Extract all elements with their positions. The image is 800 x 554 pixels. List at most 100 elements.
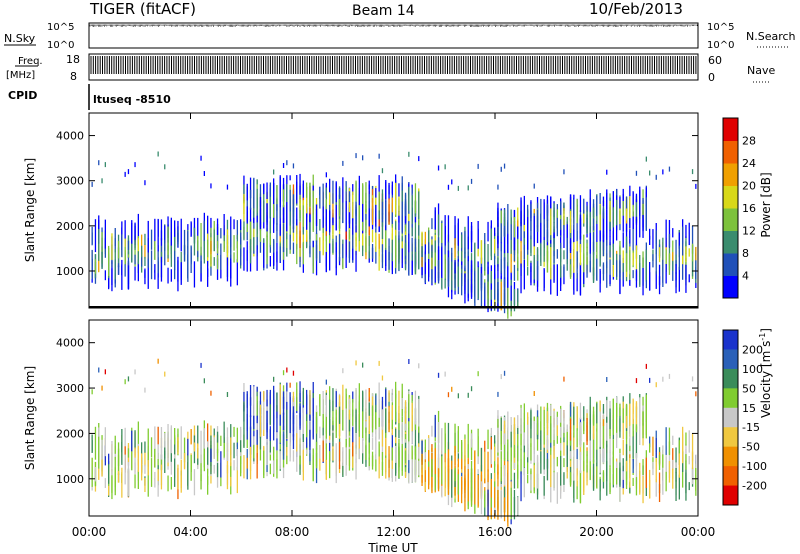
velocity-cell — [160, 464, 163, 490]
power-cell — [520, 200, 522, 227]
velocity-cell — [454, 423, 456, 456]
velocity-colorbar-segment — [723, 485, 738, 506]
velocity-cell — [602, 418, 605, 449]
velocity-cell — [187, 453, 189, 486]
velocity-panel: 1000 2000 3000 4000 Slant Range [km] 200 100… — [23, 319, 773, 527]
velocity-cell — [127, 473, 130, 497]
velocity-cell — [183, 453, 186, 470]
velocity-cell — [127, 448, 130, 458]
power-cell — [494, 265, 496, 282]
power-cell — [543, 219, 545, 237]
power-cell — [645, 249, 647, 281]
velocity-cell — [371, 405, 374, 433]
velocity-cell — [695, 461, 697, 484]
velocity-cell — [352, 441, 354, 458]
power-cell — [207, 239, 209, 258]
power-cell — [348, 191, 351, 203]
velocity-cell — [220, 435, 222, 446]
power-cell — [619, 245, 621, 255]
power-cell — [401, 190, 403, 202]
velocity-cell — [398, 390, 400, 404]
velocity-cell — [240, 444, 242, 474]
velocity-cell — [616, 468, 618, 485]
velocity-cell — [98, 436, 100, 469]
velocity-cell — [695, 454, 697, 468]
velocity-cell — [447, 465, 450, 495]
power-cell — [111, 268, 113, 285]
velocity-cell — [157, 358, 159, 364]
velocity-cell — [164, 447, 166, 473]
velocity-cell — [348, 449, 351, 471]
velocity-cell — [632, 431, 634, 463]
power-cell — [625, 199, 628, 221]
power-colorbar-segment — [723, 185, 738, 209]
velocity-cell — [408, 460, 410, 474]
y-tick-label: 2000 — [56, 427, 84, 440]
velocity-cell — [550, 454, 552, 488]
power-cell — [342, 243, 344, 259]
power-cell — [606, 261, 608, 288]
velocity-cell — [675, 472, 677, 501]
velocity-cell — [329, 386, 331, 406]
power-cell — [134, 222, 136, 242]
power-cell — [246, 220, 248, 232]
velocity-cell — [378, 441, 380, 457]
power-cell — [629, 218, 631, 229]
nsky-label: N.Sky — [4, 32, 36, 45]
velocity-cell — [381, 409, 384, 430]
velocity-cell — [200, 474, 202, 490]
velocity-cell — [276, 430, 278, 451]
velocity-cell — [220, 451, 222, 478]
power-cell — [480, 240, 483, 264]
power-cell — [279, 202, 281, 236]
power-cell — [249, 189, 252, 210]
power-cell — [91, 249, 93, 280]
power-cell — [645, 197, 647, 228]
power-cell — [253, 237, 255, 251]
power-cell — [243, 184, 245, 204]
velocity-cell — [418, 426, 420, 455]
power-cell — [319, 219, 321, 231]
power-cell — [655, 271, 657, 289]
power-cell — [619, 196, 621, 209]
velocity-cell — [401, 398, 403, 409]
velocity-cell — [282, 370, 285, 376]
velocity-cell — [513, 472, 516, 489]
power-cell — [662, 169, 664, 175]
power-cell — [411, 251, 413, 261]
velocity-cell — [612, 439, 614, 455]
power-cell — [240, 219, 242, 230]
velocity-cell — [355, 409, 357, 433]
power-cell — [306, 236, 308, 247]
power-cell — [536, 248, 539, 281]
power-cell — [540, 198, 542, 228]
power-cell — [289, 199, 291, 226]
velocity-cell — [576, 406, 578, 429]
velocity-cell — [147, 428, 149, 461]
velocity-cell — [276, 392, 278, 412]
velocity-data — [91, 358, 697, 527]
power-cell — [543, 240, 545, 262]
power-cell — [510, 217, 512, 240]
power-cell — [616, 210, 618, 241]
velocity-cell — [365, 427, 367, 460]
y-tick-label: 1000 — [56, 265, 84, 278]
velocity-cell — [408, 394, 410, 419]
velocity-cell — [454, 467, 456, 482]
velocity-cell — [497, 489, 499, 512]
power-cell — [385, 181, 387, 200]
power-cell — [157, 261, 159, 274]
velocity-cell — [649, 436, 651, 448]
power-cell — [329, 178, 331, 198]
power-cell — [154, 264, 156, 273]
velocity-cell — [477, 371, 479, 377]
velocity-cell — [216, 431, 219, 443]
power-cell — [391, 253, 393, 275]
power-cell — [352, 184, 354, 196]
power-cell — [276, 223, 278, 243]
velocity-cell — [583, 442, 585, 472]
power-cell — [398, 196, 400, 216]
power-cell — [177, 256, 179, 282]
velocity-colorbar-segment — [723, 368, 738, 389]
velocity-cell — [296, 433, 298, 452]
